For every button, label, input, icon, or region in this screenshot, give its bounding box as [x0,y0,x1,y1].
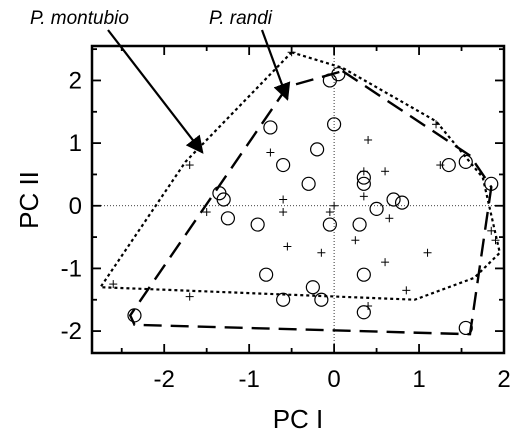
p-montubio-arrow [107,29,204,154]
p-randi-label: P. randi [209,8,273,29]
p-montubio-point [351,236,360,245]
p-randi-point [327,117,342,132]
p-randi-point [369,201,384,216]
p-randi-point [276,157,291,173]
p-montubio-point [283,242,292,251]
p-montubio-point [385,214,394,223]
p-montubio-point [381,258,390,267]
p-montubio-point [185,292,194,301]
x-tick-label: -2 [154,366,175,393]
p-montubio-point [279,208,288,217]
data-points [109,48,500,336]
p-randi-point [301,176,316,191]
annotations: P. montubio P. randi [30,8,291,154]
p-randi-point [356,176,371,191]
p-randi-arrow [260,29,291,101]
p-randi-point [305,280,320,295]
p-randi-point [386,192,401,207]
p-montubio-point [487,226,496,235]
p-randi-point [220,211,236,226]
p-randi-point [356,170,371,185]
p-montubio-hull [98,51,502,301]
p-montubio-label: P. montubio [30,8,129,29]
p-randi-point [352,217,367,232]
p-montubio-point [266,148,275,157]
convex-hulls [98,51,502,336]
x-tick-label: -1 [238,366,259,393]
p-randi-point [394,195,410,210]
p-montubio-point [202,208,211,217]
p-montubio-point [330,201,339,210]
y-tick-label: 1 [69,130,82,157]
x-axis-ticks: -2 -1 0 1 2 [120,46,511,393]
p-randi-point [458,154,473,170]
p-montubio-point [317,248,326,257]
p-montubio-point [287,48,296,57]
p-montubio-point [279,195,288,204]
x-tick-label: 2 [497,366,510,393]
p-randi-point [276,292,291,307]
p-randi-hull [128,69,493,336]
p-randi-point [259,267,274,282]
p-montubio-point [436,161,445,170]
x-tick-label: 0 [327,366,340,393]
p-randi-point [356,305,371,320]
p-randi-point [310,142,325,157]
y-tick-label: 2 [69,67,82,94]
p-randi-point [322,217,337,232]
y-tick-label: -1 [61,255,82,282]
p-randi-point [441,157,456,173]
p-montubio-point [402,286,411,295]
x-axis-title: PC I [273,404,324,434]
p-randi-point [127,308,142,323]
p-randi-point [250,217,265,232]
y-axis-ticks: -2 -1 0 1 2 [61,48,504,345]
x-tick-label: 1 [412,366,425,393]
p-montubio-point [491,236,500,245]
p-randi-point [356,267,371,282]
p-montubio-point [432,120,441,129]
y-axis-title: PC II [14,171,44,229]
p-randi-point [216,192,231,207]
y-tick-label: 0 [69,193,82,220]
plot-frame [90,44,506,355]
p-montubio-point [325,208,334,217]
p-randi-point [263,120,278,135]
p-montubio-point [381,167,390,176]
p-randi-point [322,73,337,88]
p-randi-point [314,292,329,307]
p-montubio-point [185,161,194,170]
y-tick-label: -2 [61,318,82,345]
p-montubio-point [359,192,368,201]
p-montubio-point [109,280,118,289]
p-montubio-point [364,135,373,144]
reference-lines [92,46,504,353]
p-randi-point [458,320,473,336]
p-randi-point [484,176,499,191]
p-montubio-point [423,248,432,257]
